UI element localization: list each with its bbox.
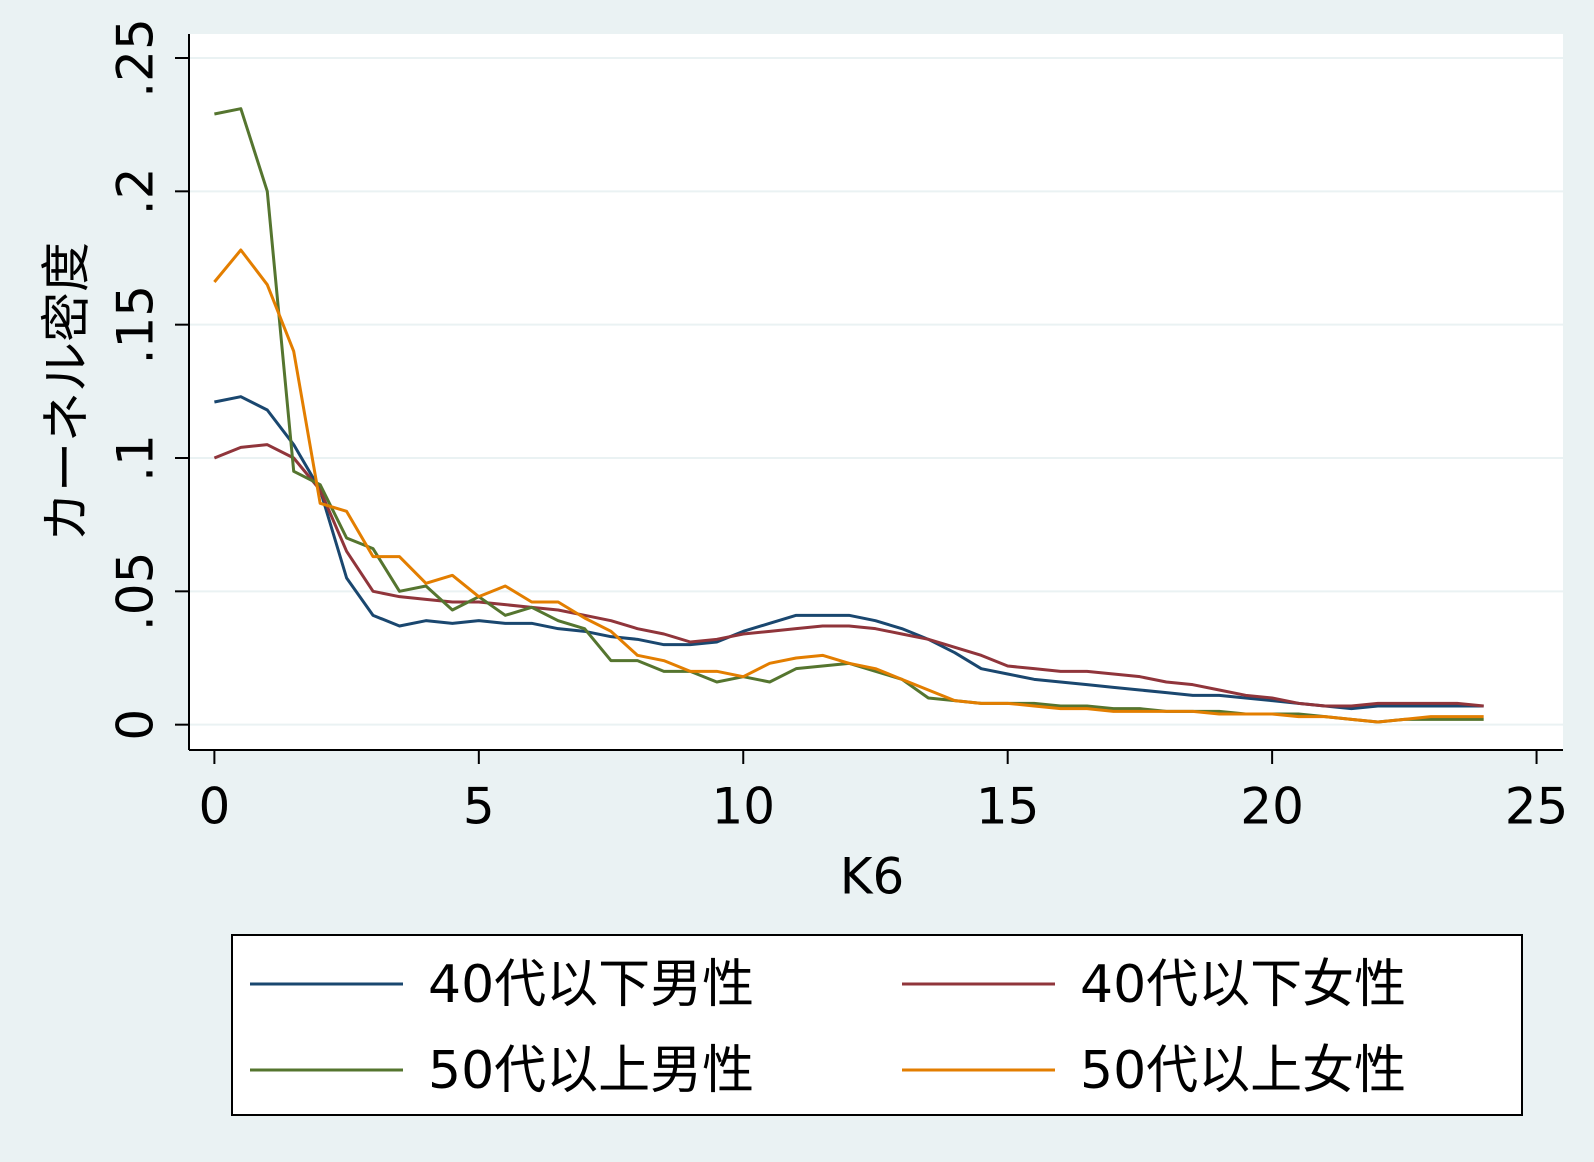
x-tick-label: 5 <box>463 778 495 836</box>
x-tick-label: 15 <box>976 778 1040 836</box>
y-tick-label: .2 <box>107 167 165 215</box>
legend <box>231 934 1523 1116</box>
legend-label: 40代以下女性 <box>1080 955 1406 1015</box>
plot-area <box>189 34 1563 750</box>
x-tick-label: 25 <box>1505 778 1569 836</box>
x-axis-title: K6 <box>840 848 905 906</box>
series-line <box>213 248 1484 724</box>
x-tick-label: 20 <box>1240 778 1304 836</box>
y-tick-label: .25 <box>107 18 165 98</box>
series-line <box>213 443 1484 708</box>
y-tick-label: .1 <box>107 434 165 482</box>
x-tick-label: 0 <box>198 778 230 836</box>
y-axis-title: カーネル密度 <box>38 242 96 542</box>
y-tick-label: .05 <box>107 552 165 632</box>
y-tick-label: 0 <box>107 709 165 741</box>
legend-label: 50代以上男性 <box>428 1041 754 1101</box>
x-tick-label: 10 <box>711 778 775 836</box>
y-tick-label: .15 <box>107 285 165 365</box>
legend-label: 40代以下男性 <box>428 955 754 1015</box>
series-line <box>214 395 1484 711</box>
legend-label: 50代以上女性 <box>1080 1041 1406 1101</box>
